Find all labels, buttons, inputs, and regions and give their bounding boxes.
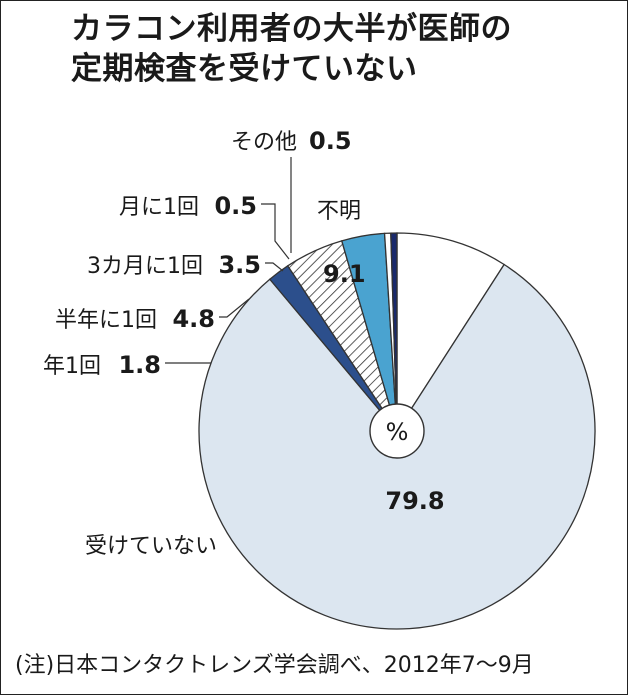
slice-3-label: 年1回 — [43, 354, 101, 379]
title-line-1: カラコン利用者の大半が医師の — [71, 11, 512, 47]
slice-5-label: 3カ月に1回 — [87, 254, 203, 279]
slice-2-value: 79.8 — [385, 487, 444, 515]
slice-4-label: 半年に1回 — [55, 308, 157, 333]
slice-2-label: 受けていない — [85, 534, 217, 559]
center-unit-label: % — [386, 418, 409, 446]
slice-7-value: 0.5 — [309, 127, 352, 155]
center-badge: % — [369, 403, 425, 459]
slice-1-value: 9.1 — [323, 260, 366, 288]
slice-6-leader-line — [261, 203, 290, 260]
center-circle — [369, 403, 425, 459]
slice-6-label: 月に1回 — [119, 195, 199, 220]
slice-5-value: 3.5 — [218, 251, 261, 279]
slice-6-value: 0.5 — [214, 192, 257, 220]
slice-5-leader-line — [265, 262, 284, 272]
slice-1-label: 不明 — [317, 199, 361, 224]
slice-4-leader-line — [219, 298, 250, 318]
slice-3-value: 1.8 — [118, 351, 161, 379]
slice-7-label: その他 — [231, 130, 297, 155]
title-line-2: 定期検査を受けていない — [71, 51, 418, 87]
source-note: (注)日本コンタクトレンズ学会調べ、2012年7～9月 — [15, 653, 534, 678]
chart-title: カラコン利用者の大半が医師の 定期検査を受けていない — [71, 9, 512, 89]
pie-slice-7 — [390, 232, 398, 432]
pie-slice-1 — [396, 232, 506, 434]
slice-4-value: 4.8 — [172, 305, 215, 333]
